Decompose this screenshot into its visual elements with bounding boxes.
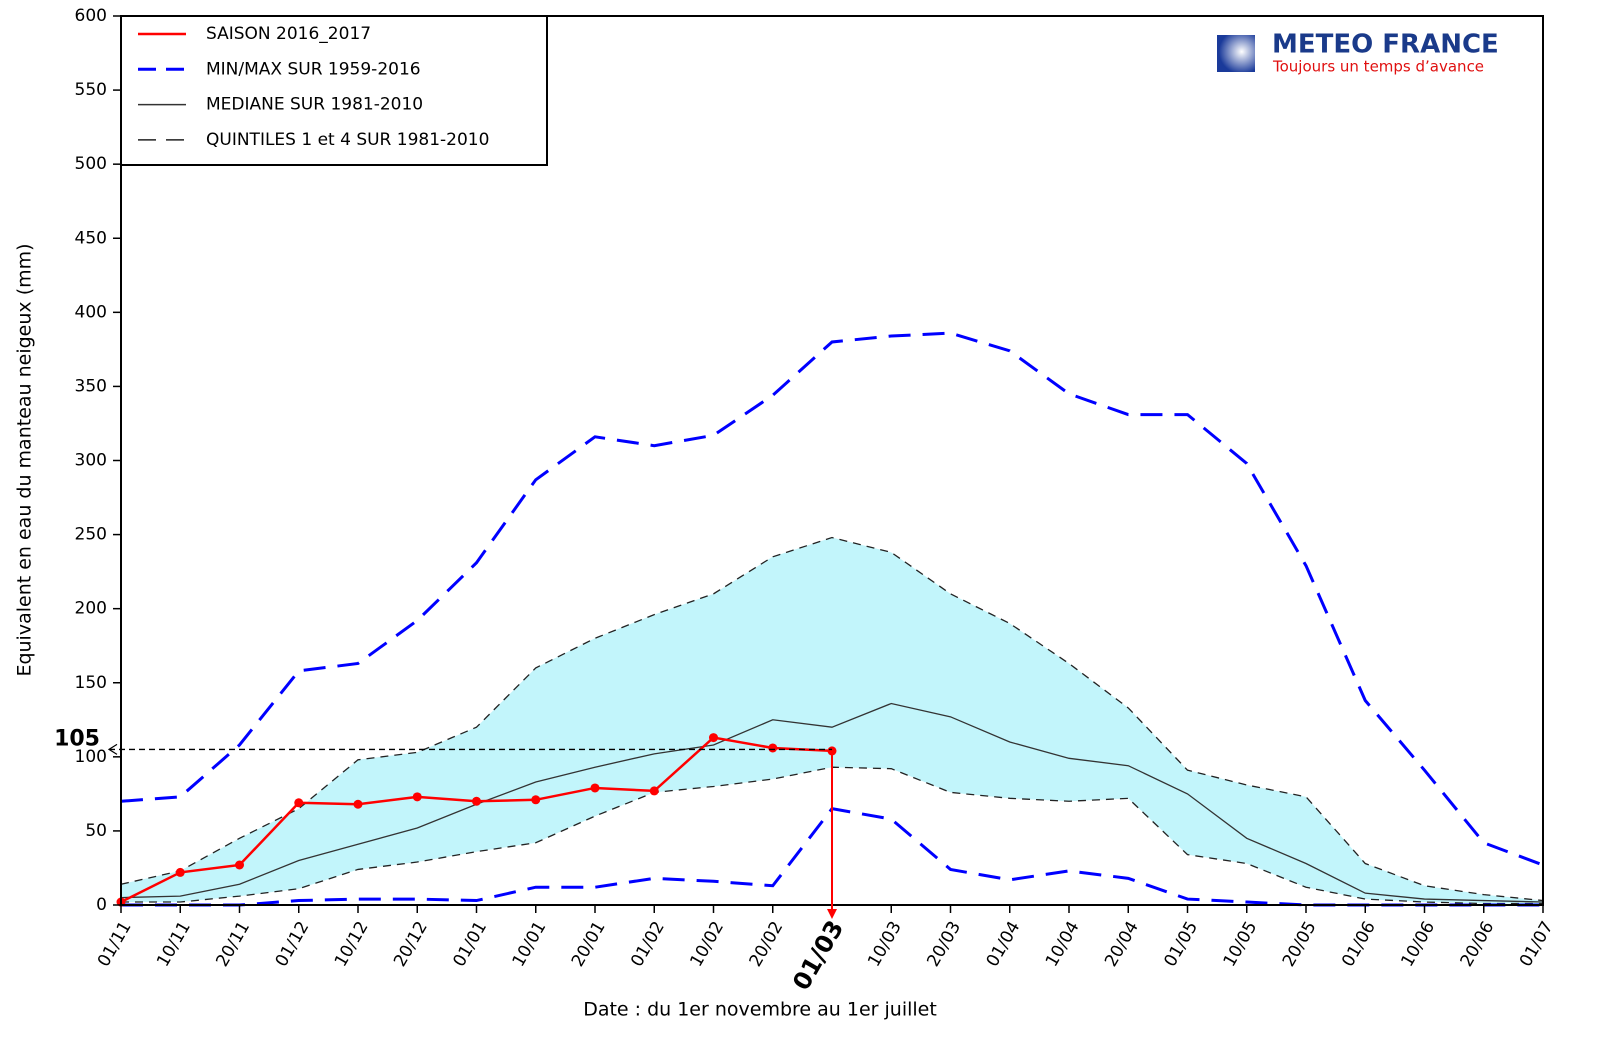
logo-slogan: Toujours un temps d’avance (1272, 58, 1484, 76)
y-tick-label: 50 (85, 821, 107, 841)
y-tick-label: 600 (75, 6, 107, 26)
season-point (768, 743, 778, 753)
quintile-band (121, 537, 1543, 904)
logo-name: METEO FRANCE (1272, 30, 1499, 60)
legend-label: MEDIANE SUR 1981-2010 (206, 95, 423, 115)
x-tick-label: 01/06 (1338, 918, 1380, 970)
x-tick-label: 20/04 (1101, 918, 1143, 970)
x-tick-label: 01/02 (627, 918, 669, 970)
x-tick-label: 10/02 (686, 918, 728, 970)
x-tick-label: 20/06 (1457, 918, 1499, 970)
x-tick-label: 01/07 (1516, 918, 1558, 970)
y-tick-label: 500 (75, 154, 107, 174)
legend-label: MIN/MAX SUR 1959-2016 (206, 59, 421, 79)
logo-icon (1217, 35, 1255, 72)
y-tick-label: 150 (75, 673, 107, 693)
x-tick-label: 20/11 (212, 918, 254, 970)
x-tick-label: 01/12 (272, 918, 314, 970)
x-tick-label: 10/03 (864, 918, 906, 970)
season-point (175, 867, 185, 877)
series-line (120, 536, 1544, 902)
season-point (531, 795, 541, 805)
x-axis-label: Date : du 1er novembre au 1er juillet (583, 999, 937, 1021)
x-tick-label: 20/12 (390, 918, 432, 970)
legend-label: QUINTILES 1 et 4 SUR 1981-2010 (206, 130, 489, 150)
y-tick-label: 300 (75, 451, 107, 471)
x-tick-label: 10/01 (509, 918, 551, 970)
x-tick-label: 20/02 (746, 918, 788, 970)
x-tick-label: 10/06 (1397, 918, 1439, 970)
season-point (353, 799, 363, 809)
plot-area (116, 331, 1544, 907)
y-tick-label: 350 (75, 376, 107, 396)
y-tick-label: 450 (75, 228, 107, 248)
season-point (235, 860, 244, 870)
season-point (590, 783, 600, 793)
annotation-arrow (107, 743, 118, 755)
season-point (294, 798, 304, 808)
y-tick-label: 400 (75, 302, 107, 322)
x-tick-label: 01/04 (983, 918, 1025, 970)
legend-box (120, 15, 548, 166)
x-tick-label: 01/05 (1160, 918, 1202, 970)
x-tick-label: 10/12 (331, 918, 373, 970)
date-arrow-head (827, 909, 837, 919)
x-tick-label: 20/05 (1279, 918, 1321, 970)
y-tick-label: 550 (75, 80, 107, 100)
x-tick-label: 20/01 (568, 918, 610, 970)
x-tick-label: 10/05 (1220, 918, 1262, 970)
season-point (709, 733, 718, 743)
y-tick-label: 100 (75, 747, 107, 767)
y-axis-label: Equivalent en eau du manteau neigeux (mm… (14, 243, 36, 676)
annotation-label: 105 (54, 726, 100, 751)
y-tick-label: 250 (75, 525, 107, 545)
y-tick-label: 200 (75, 599, 107, 619)
x-tick-label: 10/11 (153, 918, 195, 970)
x-tick-label: 20/03 (923, 918, 965, 970)
legend-label: SAISON 2016_2017 (206, 24, 371, 44)
x-tick-label: 01/11 (94, 918, 136, 970)
series-line (120, 331, 1544, 867)
y-tick-label: 0 (96, 895, 107, 915)
season-point (649, 786, 659, 796)
season-point (472, 796, 481, 806)
season-point (412, 792, 422, 802)
x-tick-label: 10/04 (1042, 918, 1084, 970)
series-line (120, 702, 1544, 903)
x-tick-label: 01/01 (449, 918, 491, 970)
x-tick-label: 01/03 (787, 916, 849, 995)
